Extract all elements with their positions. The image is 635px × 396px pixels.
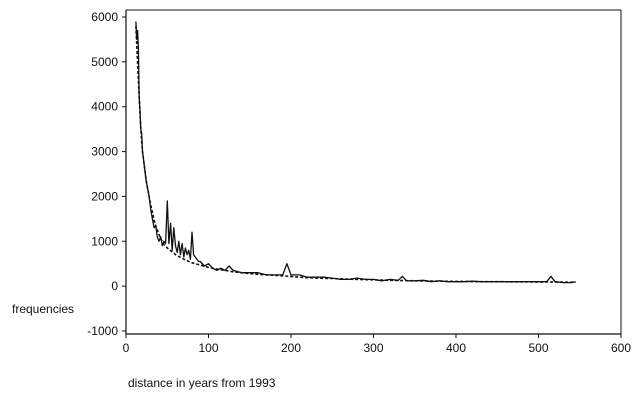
y-tick-label: 1000 xyxy=(91,234,118,248)
x-tick-label: 100 xyxy=(198,341,218,355)
x-tick-label: 300 xyxy=(363,341,383,355)
x-tick-label: 400 xyxy=(446,341,466,355)
plot-frame xyxy=(125,9,622,335)
series-layer xyxy=(135,21,576,284)
x-axis-title: distance in years from 1993 xyxy=(128,376,276,390)
y-tick-label: 0 xyxy=(111,279,118,293)
x-tick-label: 600 xyxy=(611,341,631,355)
x-tick-label: 500 xyxy=(528,341,548,355)
y-tick-label: 2000 xyxy=(91,189,118,203)
series-line-solid xyxy=(135,21,576,284)
y-axis-title: frequencies xyxy=(12,302,74,316)
x-tick-label: 200 xyxy=(281,341,301,355)
y-tick-label: 5000 xyxy=(91,55,118,69)
y-axis-ticks: 6000 5000 4000 3000 2000 1000 0 -1000 xyxy=(87,10,126,338)
x-tick-label: 0 xyxy=(123,341,130,355)
series-line-dashed xyxy=(135,25,576,283)
y-tick-label: 4000 xyxy=(91,100,118,114)
y-tick-label: 6000 xyxy=(91,10,118,24)
y-tick-label: 3000 xyxy=(91,145,118,159)
x-axis-ticks: 0 100 200 300 400 500 600 xyxy=(123,334,631,355)
y-tick-label: -1000 xyxy=(87,324,118,338)
